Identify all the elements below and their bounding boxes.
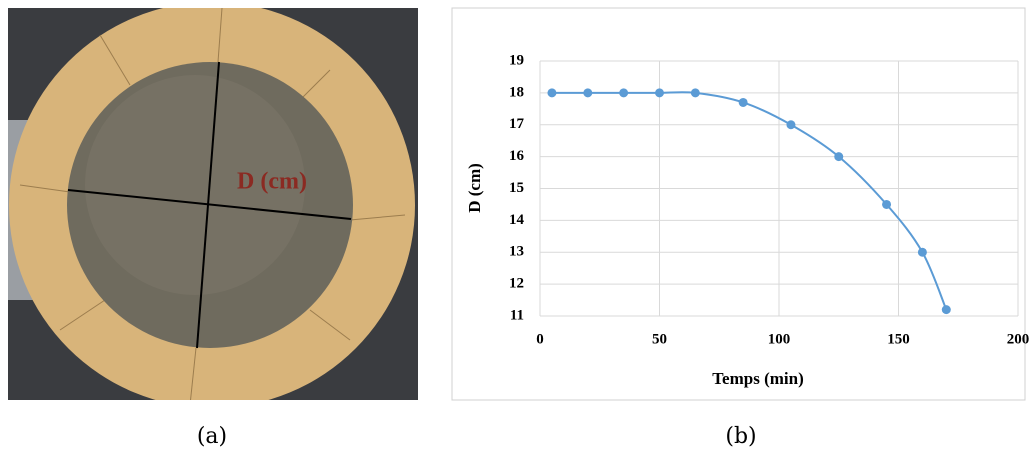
- y-tick-label: 16: [509, 148, 525, 164]
- data-point: [917, 247, 927, 257]
- y-tick-label: 19: [509, 52, 524, 68]
- y-tick-label: 15: [509, 180, 524, 196]
- caption: (b): [725, 424, 756, 449]
- photo-label: D (cm): [237, 169, 307, 195]
- data-point: [655, 88, 664, 98]
- photo: D (cm): [8, 8, 418, 400]
- data-point: [882, 199, 892, 209]
- x-tick-label: 150: [887, 331, 910, 347]
- data-point: [834, 152, 844, 162]
- concrete-highlight: [85, 75, 305, 295]
- y-tick-label: 18: [509, 84, 524, 100]
- data-point: [941, 305, 951, 315]
- y-tick-label: 17: [509, 116, 525, 132]
- data-point: [547, 88, 557, 98]
- data-point: [786, 120, 796, 130]
- x-axis-label: Temps (min): [712, 369, 803, 388]
- y-tick-label: 12: [509, 276, 524, 292]
- chart-frame: [451, 7, 1026, 401]
- x-tick-label: 100: [768, 331, 791, 347]
- ring-joints: [19, 8, 406, 400]
- y-tick-label: 14: [509, 212, 525, 228]
- y-tick-label: 13: [509, 244, 524, 260]
- data-point: [619, 88, 629, 98]
- y-tick-label: 11: [510, 307, 524, 323]
- data-point: [738, 97, 748, 107]
- caption: (a): [197, 424, 227, 449]
- diameter-line: [67, 189, 352, 220]
- data-point: [690, 88, 700, 98]
- x-tick-label: 0: [536, 331, 544, 347]
- x-tick-label: 200: [1007, 331, 1030, 347]
- y-axis-label: D (cm): [465, 163, 484, 213]
- x-tick-label: 50: [652, 331, 667, 347]
- data-point: [583, 88, 593, 98]
